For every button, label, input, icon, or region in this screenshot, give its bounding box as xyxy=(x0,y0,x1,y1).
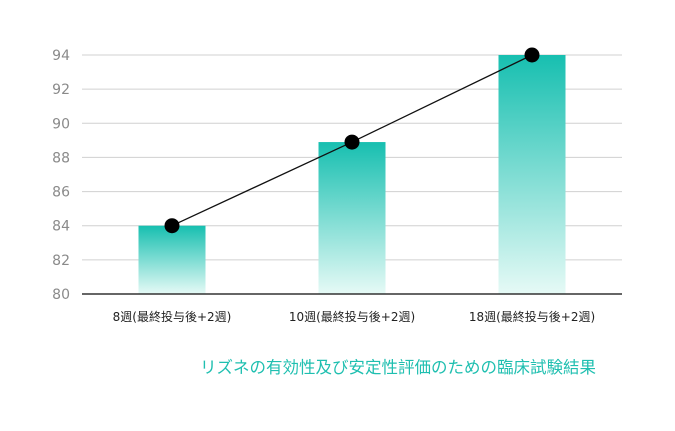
bars xyxy=(138,55,566,294)
y-tick-label: 84 xyxy=(52,219,70,235)
x-axis-category-labels: 8週(最終投与後+2週) 10週(最終投与後+2週) 18週(最終投与後+2週) xyxy=(113,309,596,324)
trend-point xyxy=(164,218,180,234)
y-axis-tick-labels: 80 82 84 86 88 90 92 94 xyxy=(52,48,70,303)
y-tick-label: 94 xyxy=(52,48,70,64)
bar xyxy=(318,142,386,294)
x-category-label: 10週(最終投与後+2週) xyxy=(289,309,415,324)
y-tick-label: 80 xyxy=(52,287,70,303)
trend-point xyxy=(524,47,540,63)
y-tick-label: 88 xyxy=(52,150,70,166)
y-tick-label: 86 xyxy=(52,185,70,201)
y-tick-label: 82 xyxy=(52,253,70,269)
bar xyxy=(498,55,566,294)
y-tick-label: 92 xyxy=(52,82,70,98)
x-category-label: 8週(最終投与後+2週) xyxy=(113,309,232,324)
trend-point xyxy=(344,134,360,150)
y-tick-label: 90 xyxy=(52,116,70,132)
chart-caption: リズネの有効性及び安定性評価のための臨床試験結果 xyxy=(200,358,596,377)
bar xyxy=(138,225,206,294)
trend-markers xyxy=(164,47,540,234)
x-category-label: 18週(最終投与後+2週) xyxy=(469,309,595,324)
